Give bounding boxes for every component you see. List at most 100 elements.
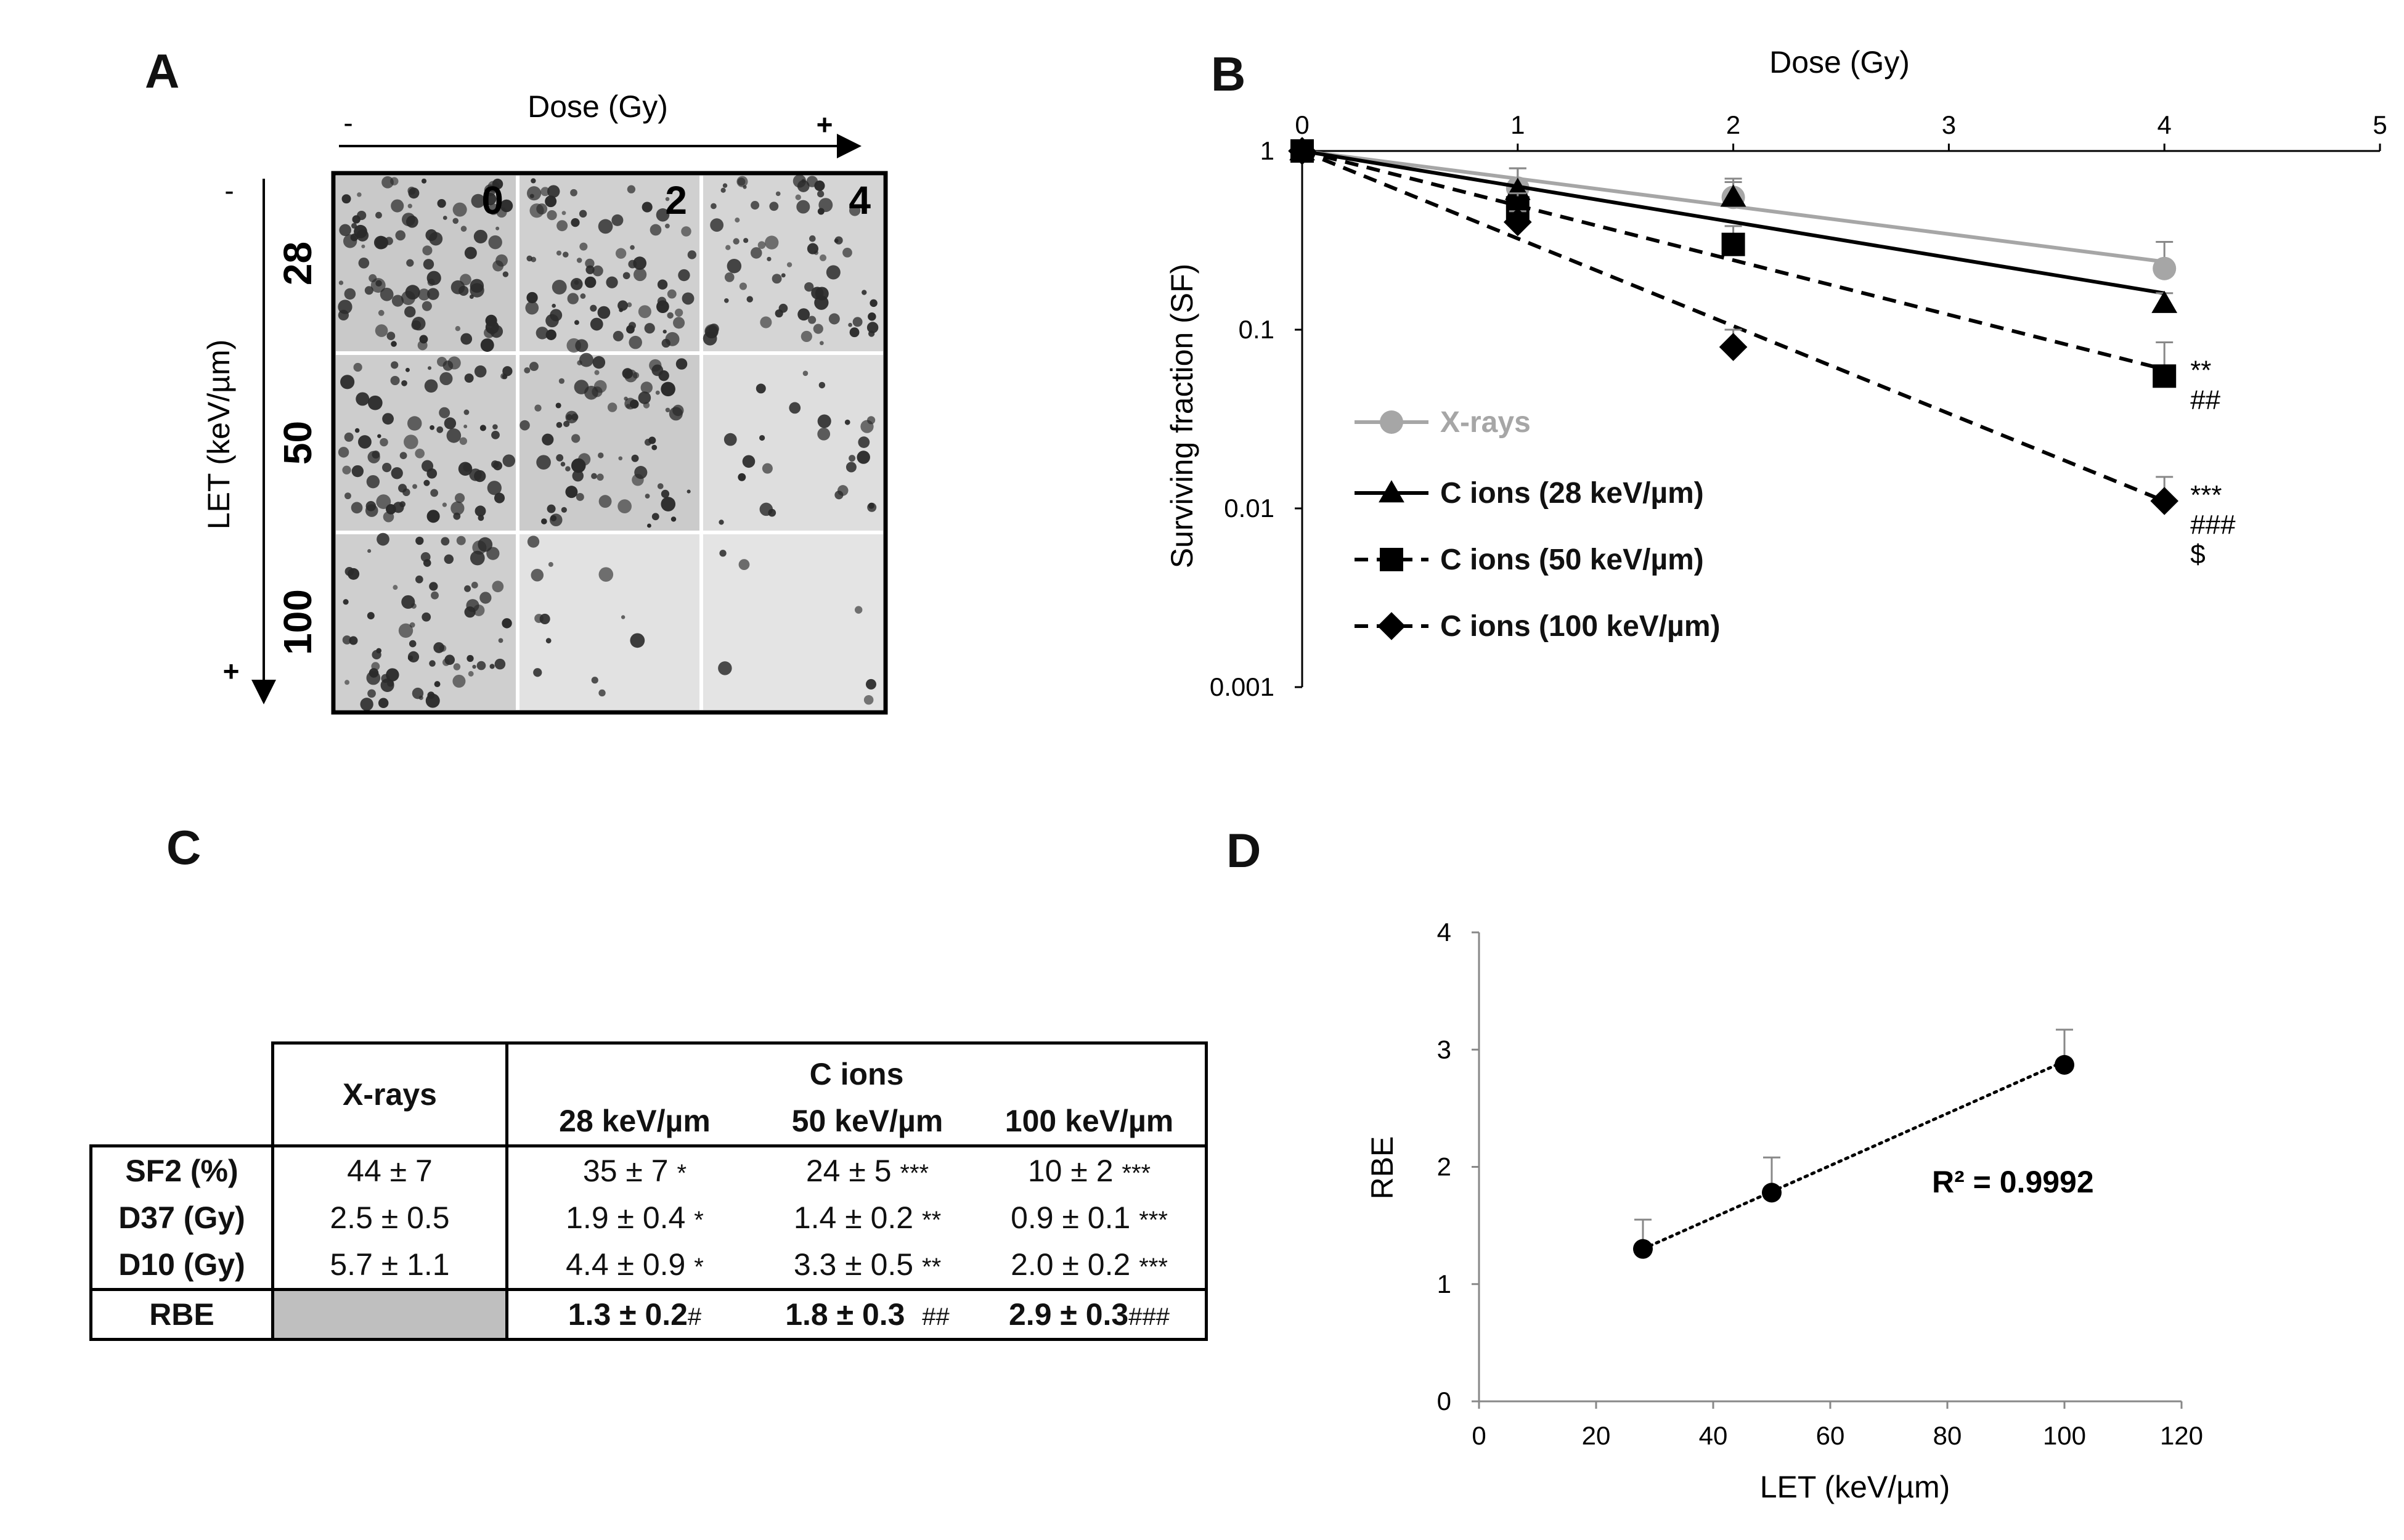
cell-d37-xrays: 2.5 ± 0.5 — [271, 1194, 508, 1241]
colony-dot — [656, 208, 670, 222]
colony-dot — [407, 651, 420, 662]
b-x-tick-label: 2 — [1726, 110, 1740, 139]
row-label-d10: D10 (Gy) — [89, 1241, 273, 1290]
d-y-tick-label: 4 — [1437, 918, 1451, 947]
cell-value: 1.8 ± 0.3 — [785, 1297, 905, 1332]
colony-dot — [376, 648, 382, 654]
colony-dot — [412, 484, 417, 489]
colony-dot — [402, 488, 410, 497]
colony-dot — [463, 409, 470, 415]
colony-dot — [536, 327, 549, 340]
cell-d37-c100: 0.9 ± 0.1 *** — [974, 1194, 1208, 1241]
legend-label: C ions (100 keV/µm) — [1440, 610, 1720, 643]
colony-dot — [391, 295, 404, 307]
cell-d10-c100: 2.0 ± 0.2 *** — [974, 1241, 1208, 1290]
colony-dot — [711, 203, 717, 210]
colony-dot — [463, 463, 472, 472]
d-y-tick-label: 0 — [1437, 1387, 1451, 1416]
colony-dot — [661, 489, 670, 499]
colony-dot — [453, 663, 461, 670]
colony-dot — [338, 280, 344, 285]
colony-dot — [849, 327, 860, 338]
colony-dot — [361, 244, 365, 248]
colony-dot — [533, 668, 542, 677]
colony-dot — [552, 279, 567, 295]
colony-dot — [865, 678, 876, 690]
cell-sig: *** — [1122, 1160, 1151, 1187]
b-data-point — [2153, 256, 2177, 280]
colony-dot — [378, 698, 389, 709]
d-y-tick-label: 2 — [1437, 1152, 1451, 1181]
colony-dot — [421, 178, 427, 184]
colony-dot — [576, 258, 582, 263]
colony-dot — [651, 513, 659, 521]
b-y-tick-label: 1 — [1260, 136, 1274, 165]
colony-dot — [369, 274, 377, 283]
colony-dot — [661, 381, 675, 397]
cell-sf2-xrays: 44 ± 7 — [271, 1144, 508, 1194]
colony-dot — [542, 433, 554, 446]
colony-dot — [494, 492, 505, 503]
colony-dot — [613, 330, 624, 341]
colony-dot — [576, 493, 584, 501]
panel-letter-a: A — [145, 44, 180, 98]
dose-plus-sign: + — [817, 108, 833, 141]
colony-dot — [772, 274, 782, 284]
b-x-tick-label: 4 — [2157, 110, 2172, 139]
colony-dot — [422, 301, 432, 311]
colony-dot — [353, 362, 362, 372]
colony-dot — [502, 366, 513, 377]
colony-dot — [527, 536, 540, 548]
colony-dot — [719, 550, 727, 557]
colony-dot — [845, 462, 857, 473]
colony-dot — [550, 515, 557, 521]
colony-dot — [807, 243, 819, 255]
table-row: SF2 (%) 44 ± 7 35 ± 7 * 24 ± 5 *** 10 ± … — [89, 1144, 1208, 1194]
colony-dot — [466, 599, 479, 613]
d-x-tick-label: 40 — [1699, 1421, 1728, 1450]
colony-dot — [733, 238, 740, 245]
colony-dot — [342, 465, 351, 475]
dose-column-label: 0 — [481, 178, 503, 222]
colony-dot — [415, 575, 423, 584]
colony-dot — [360, 698, 373, 711]
colony-dot — [656, 300, 669, 314]
colony-dot — [529, 194, 534, 198]
dose-axis-label: Dose (Gy) — [528, 89, 668, 124]
colony-dot — [498, 638, 503, 643]
colony-dot — [797, 308, 810, 321]
colony-dot — [592, 265, 603, 277]
colony-dot — [391, 199, 404, 213]
colony-dot — [343, 599, 349, 605]
colony-dot — [485, 314, 497, 327]
colony-dot — [767, 256, 772, 261]
colony-dot — [419, 335, 428, 344]
colony-dot — [375, 211, 382, 219]
colony-dot — [629, 335, 642, 349]
colony-dot — [377, 434, 381, 438]
colony-dot — [592, 386, 603, 397]
colony-dot — [870, 299, 878, 308]
colony-dot — [578, 453, 591, 466]
colony-dot — [426, 271, 441, 285]
colony-dot — [377, 532, 389, 546]
colony-dot — [723, 433, 737, 446]
b-y-tick-label: 0.01 — [1224, 494, 1274, 523]
colony-dot — [746, 296, 753, 303]
colony-dot — [651, 364, 664, 377]
b-significance-label: $ — [2190, 539, 2205, 569]
colony-dot — [344, 680, 350, 685]
colony-dot — [464, 246, 477, 259]
colony-dot — [630, 633, 645, 648]
colony-dot — [719, 519, 724, 525]
colony-dot — [460, 274, 471, 286]
d-x-tick-label: 60 — [1816, 1421, 1845, 1450]
colony-dot — [619, 308, 624, 312]
col-header-cions: C ions — [507, 1041, 1208, 1098]
colony-dot — [502, 618, 512, 629]
colony-dot — [735, 218, 740, 223]
table-row: D10 (Gy) 5.7 ± 1.1 4.4 ± 0.9 * 3.3 ± 0.5… — [89, 1241, 1208, 1290]
b-data-point — [2151, 290, 2178, 313]
cell-value: 2.9 ± 0.3 — [1009, 1297, 1129, 1332]
